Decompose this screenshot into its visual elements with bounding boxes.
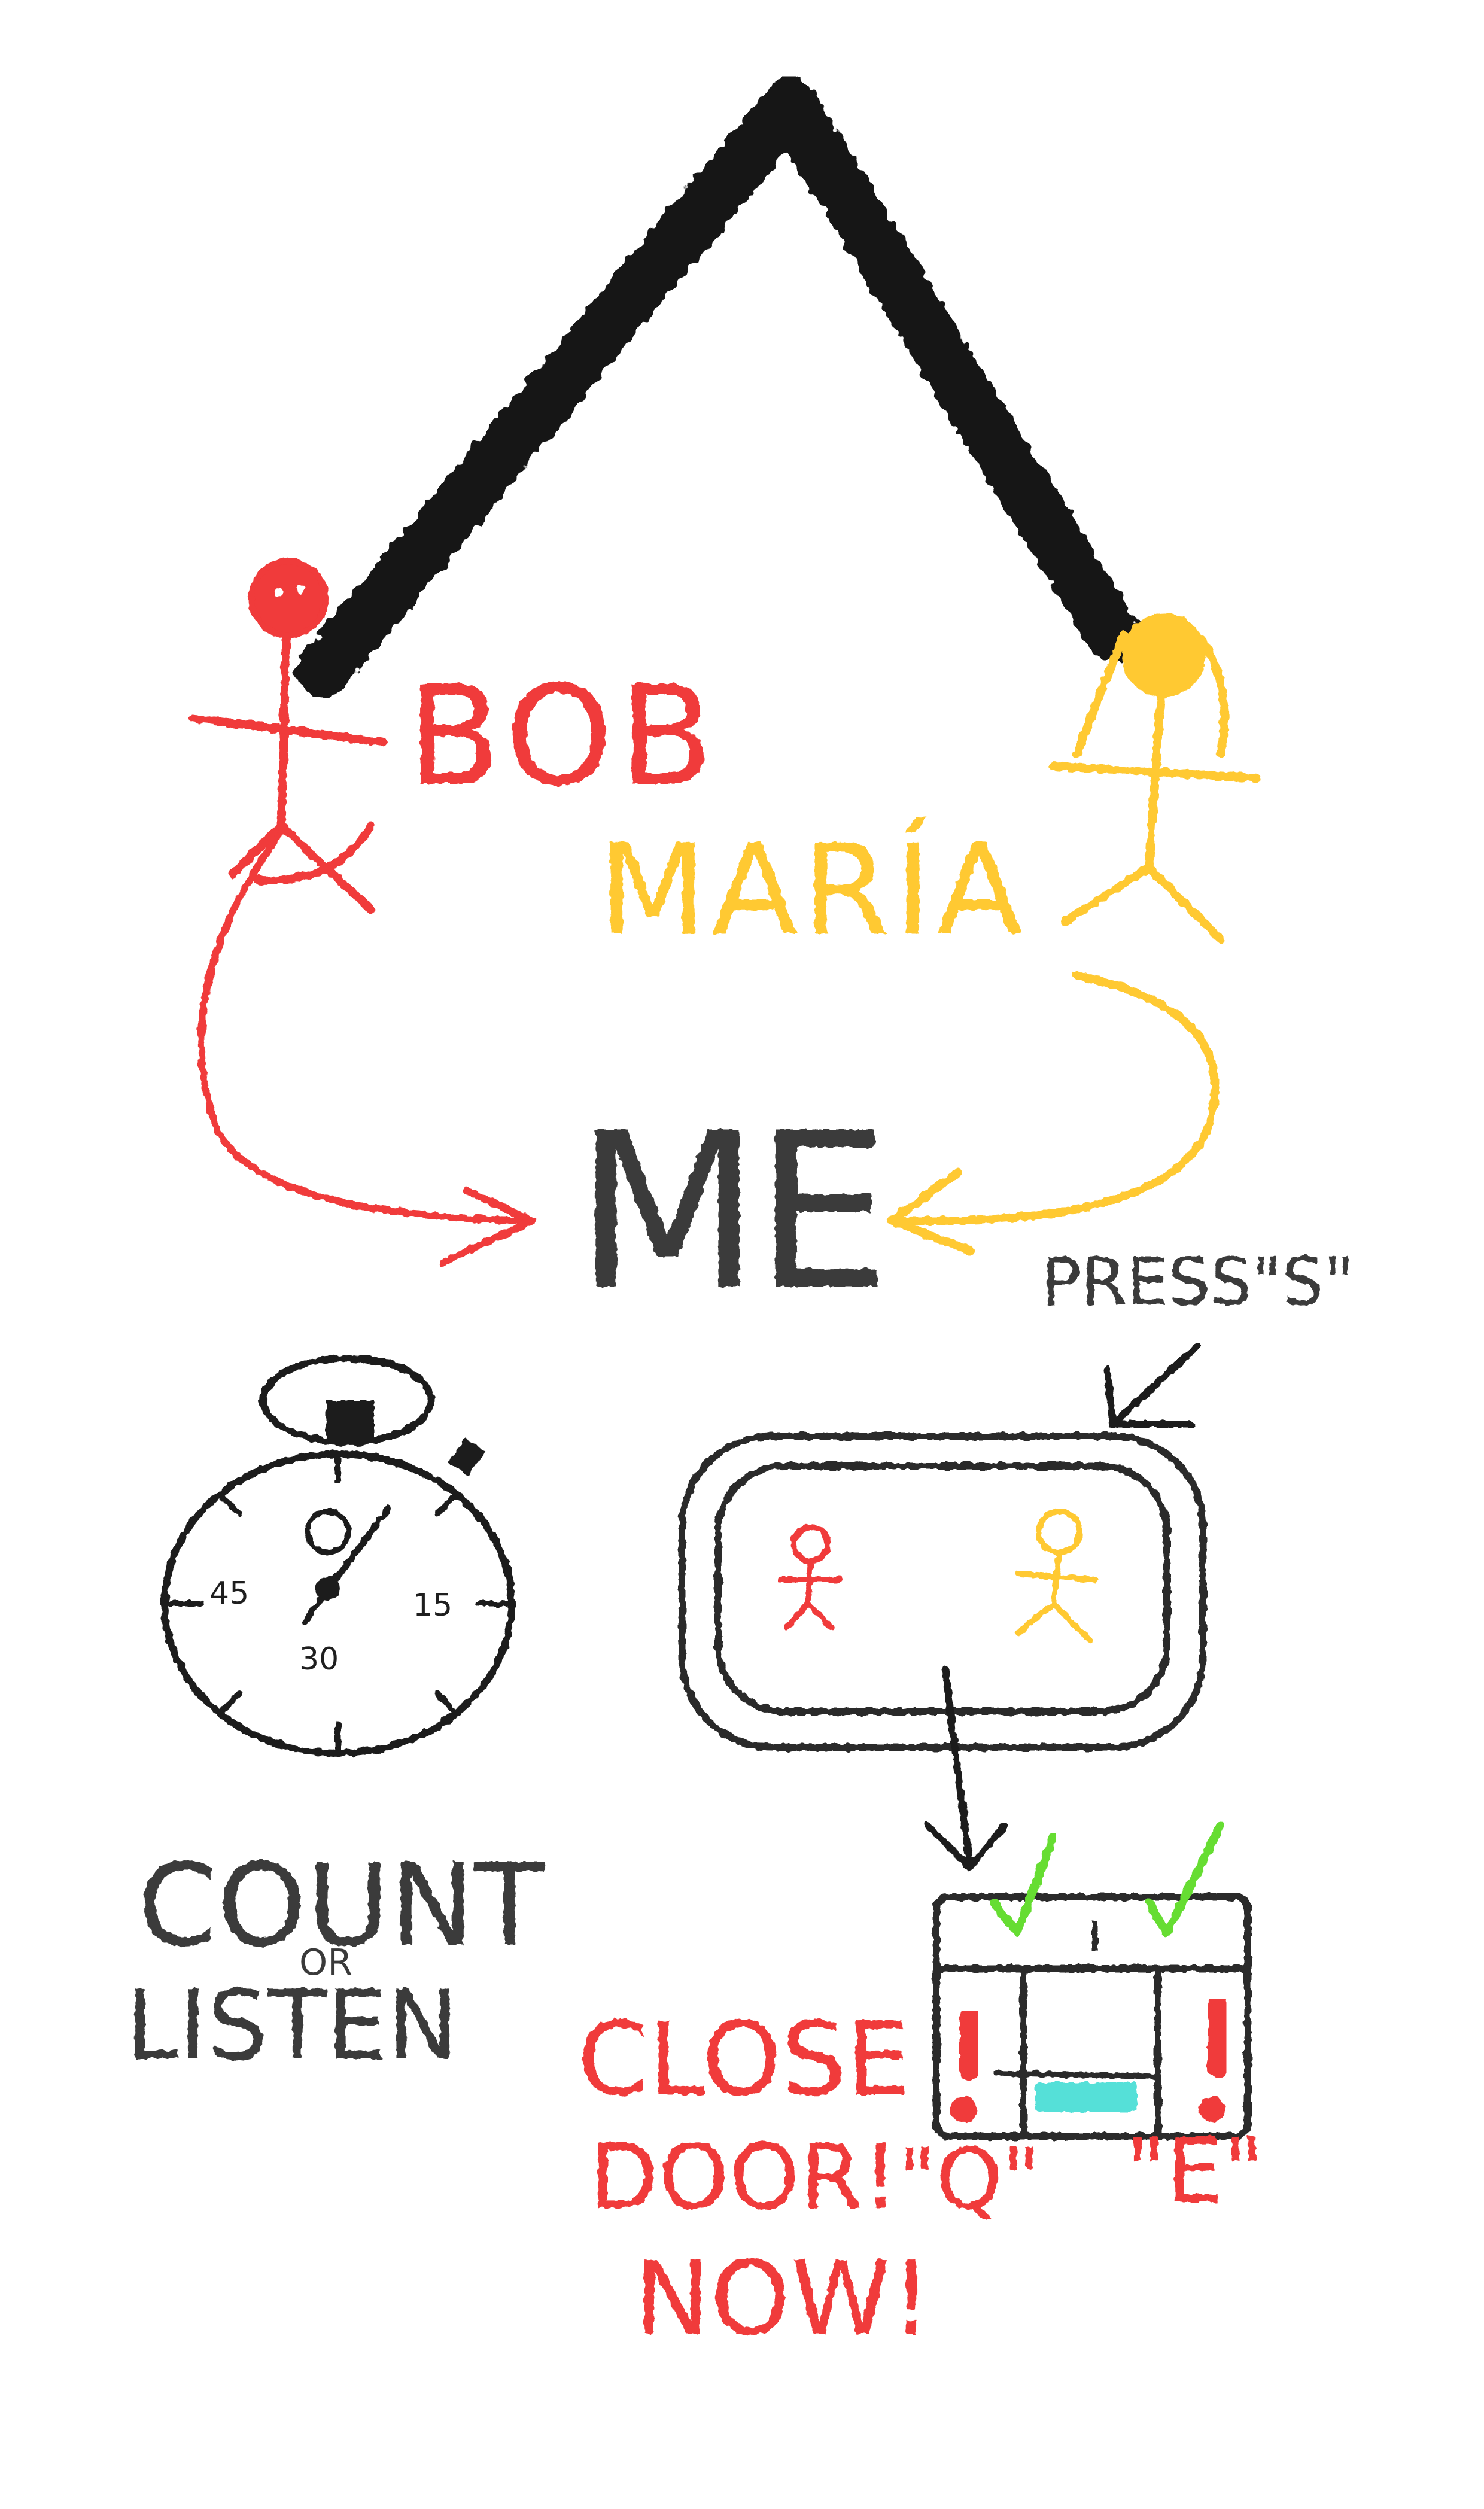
bob-label: BOB [407, 657, 720, 817]
monitor-red-figure [778, 1524, 844, 1631]
monitor-yellow-figure [1014, 1509, 1098, 1643]
listen-label: LISTEN [126, 1969, 458, 2081]
stopwatch-mark-30: 30 [299, 1641, 339, 1677]
bob-arrow [197, 828, 536, 1266]
door-label: DOOR! [589, 2125, 898, 2230]
door-building [933, 1893, 1251, 2140]
monitor-arrow [924, 1666, 1009, 1871]
press-s-arrow [1103, 1343, 1200, 1428]
check-icon-left [989, 1833, 1057, 1937]
maria-label: MARÍA [598, 816, 1027, 963]
alert-icon-left [950, 2006, 980, 2122]
or-label: OR [299, 1942, 352, 1984]
now-label: NOW! [634, 2240, 932, 2358]
count-label: COUNT [138, 1839, 545, 1972]
stopwatch-mark-45: 45 [209, 1576, 249, 1611]
roof-line [296, 78, 1140, 697]
monitor-screen [679, 1433, 1206, 1751]
bob-figure [187, 558, 387, 914]
key-e-label: "E" [1125, 2119, 1264, 2224]
press-s-label: PRESS"S" [1041, 1243, 1354, 1320]
alert-icon-right [1199, 1994, 1228, 2122]
maria-arrow [887, 971, 1220, 1255]
stopwatch-mark-15: 15 [413, 1587, 452, 1623]
close-label: CLOSE [577, 2000, 910, 2119]
maria-figure [1049, 613, 1261, 944]
check-icon-right [1145, 1821, 1225, 1937]
me-label: ME [574, 1087, 884, 1337]
key-q-label: "Q" [898, 2131, 1041, 2228]
stopwatch-icon [161, 1355, 515, 1757]
